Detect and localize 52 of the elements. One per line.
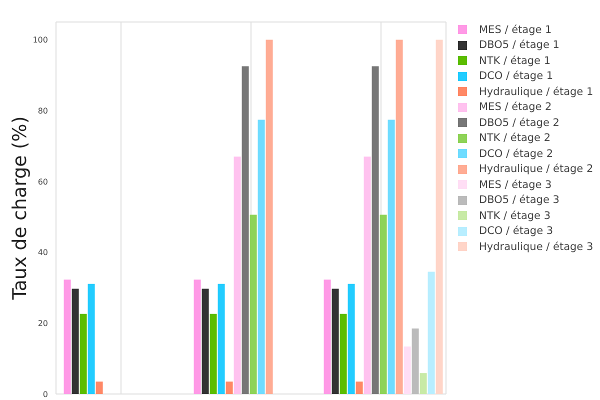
- y-axis-title: Taux de charge (%): [9, 116, 31, 301]
- bar: [348, 284, 355, 394]
- y-tick-label: 0: [42, 390, 48, 399]
- bar: [80, 314, 87, 394]
- legend-label: Hydraulique / étage 3: [479, 240, 594, 253]
- legend-label: DBO5 / étage 3: [479, 194, 560, 206]
- legend-label: DCO / étage 1: [479, 70, 554, 82]
- y-tick-label: 40: [38, 248, 48, 258]
- bar: [420, 373, 427, 394]
- legend-label: MES / étage 1: [479, 24, 552, 36]
- bar: [404, 346, 411, 394]
- bar: [436, 40, 443, 394]
- legend-label: Hydraulique / étage 2: [479, 163, 594, 176]
- bar: [324, 280, 331, 394]
- y-tick-label: 100: [32, 36, 48, 45]
- bar: [412, 328, 419, 394]
- bar: [356, 382, 363, 394]
- bar: [202, 288, 209, 394]
- legend-label: DBO5 / étage 2: [479, 116, 560, 129]
- legend-label: MES / étage 3: [479, 178, 552, 191]
- legend-label: Hydraulique / étage 1: [479, 86, 594, 98]
- legend-label: DCO / étage 2: [479, 148, 554, 160]
- bar: [218, 284, 225, 394]
- bar: [388, 120, 395, 394]
- bar: [194, 280, 201, 394]
- bar: [266, 40, 273, 394]
- bar: [372, 66, 379, 394]
- bar: [258, 120, 265, 394]
- bar: [332, 288, 339, 394]
- bar: [234, 156, 241, 394]
- bar: [380, 214, 387, 394]
- bar: [72, 288, 79, 394]
- bar: [242, 66, 249, 394]
- y-tick-label: 60: [38, 177, 48, 186]
- y-tick-label: 80: [38, 106, 48, 116]
- bar: [96, 382, 103, 394]
- bar: [226, 382, 233, 394]
- bar: [428, 272, 435, 394]
- bar: [88, 284, 95, 394]
- legend-label: DCO / étage 3: [479, 225, 554, 238]
- legend-label: NTK / étage 2: [479, 132, 551, 144]
- bar: [250, 214, 257, 394]
- bar: [340, 314, 347, 394]
- legend-label: MES / étage 2: [479, 101, 552, 114]
- y-tick-label: 20: [38, 318, 48, 328]
- bar: [364, 156, 371, 394]
- bar: [210, 314, 217, 394]
- legend-label: NTK / étage 3: [479, 210, 551, 222]
- legend-label: NTK / étage 1: [479, 54, 551, 67]
- bar: [64, 280, 71, 394]
- bar: [396, 40, 403, 394]
- legend-label: DBO5 / étage 1: [479, 39, 560, 52]
